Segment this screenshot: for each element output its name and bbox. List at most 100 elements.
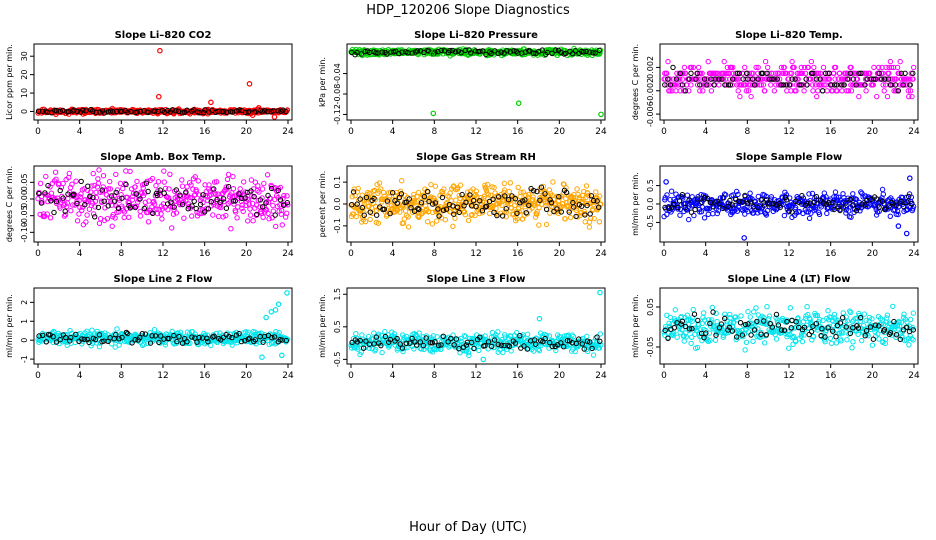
data-point-black bbox=[774, 76, 780, 82]
data-point bbox=[397, 188, 404, 194]
data-point bbox=[880, 191, 886, 197]
data-point-black bbox=[200, 192, 206, 198]
data-point-black bbox=[539, 47, 545, 53]
data-point bbox=[805, 64, 811, 71]
data-point-black bbox=[463, 342, 470, 348]
data-point-black bbox=[119, 195, 125, 201]
data-point bbox=[245, 329, 251, 335]
data-point bbox=[832, 189, 839, 195]
data-point-black bbox=[417, 339, 423, 345]
y-tick-label: -0.1 bbox=[333, 218, 342, 234]
data-point bbox=[839, 88, 845, 94]
outlier-point bbox=[275, 301, 282, 308]
data-point bbox=[859, 82, 865, 88]
data-point-black bbox=[185, 206, 191, 212]
data-point bbox=[821, 82, 827, 88]
data-point-black bbox=[363, 338, 369, 344]
data-point bbox=[384, 212, 390, 218]
data-point bbox=[585, 348, 591, 355]
data-point-black bbox=[881, 206, 888, 212]
data-point-black bbox=[423, 335, 429, 341]
y-axis-label: ml/min per min. bbox=[631, 172, 640, 236]
data-point bbox=[682, 70, 689, 77]
data-point-black bbox=[828, 82, 834, 88]
data-point bbox=[745, 88, 752, 94]
data-point-black bbox=[876, 70, 882, 77]
data-point-black bbox=[440, 333, 446, 339]
data-point bbox=[502, 332, 508, 338]
data-point bbox=[502, 334, 509, 340]
data-point-black bbox=[831, 82, 838, 88]
data-point bbox=[793, 88, 799, 94]
data-point-black bbox=[748, 199, 754, 205]
data-point-black bbox=[777, 204, 783, 211]
data-point bbox=[536, 348, 543, 354]
data-point bbox=[768, 82, 774, 88]
data-point-black bbox=[870, 76, 877, 82]
data-point-black bbox=[471, 345, 477, 352]
data-point bbox=[585, 190, 591, 196]
data-point bbox=[411, 346, 417, 352]
data-point bbox=[763, 193, 769, 200]
data-point-black bbox=[174, 338, 180, 345]
data-point-black bbox=[141, 108, 147, 114]
outlier-point bbox=[156, 93, 162, 100]
data-point-black bbox=[108, 193, 115, 199]
panel-title: Slope Line 4 (LT) Flow bbox=[727, 274, 850, 285]
data-point bbox=[534, 211, 540, 217]
data-point-black bbox=[758, 197, 764, 203]
data-point bbox=[91, 182, 97, 189]
data-point bbox=[73, 178, 79, 184]
data-point-black bbox=[123, 329, 130, 336]
data-point-black bbox=[806, 331, 812, 338]
data-point-black bbox=[542, 191, 548, 197]
data-point-black bbox=[826, 70, 832, 77]
data-point-black bbox=[907, 82, 913, 88]
data-point bbox=[415, 189, 422, 196]
data-point bbox=[404, 212, 410, 219]
data-point-black bbox=[898, 70, 904, 77]
data-point bbox=[423, 333, 429, 339]
data-point bbox=[109, 223, 115, 229]
x-tick-label: 24 bbox=[908, 127, 920, 137]
data-point bbox=[249, 193, 255, 199]
data-point bbox=[89, 327, 95, 333]
data-point-black bbox=[679, 192, 686, 198]
data-point bbox=[233, 329, 240, 336]
data-point bbox=[151, 201, 158, 207]
data-point bbox=[469, 211, 475, 218]
data-point-black bbox=[381, 206, 387, 212]
data-point-black bbox=[73, 331, 79, 338]
data-point bbox=[762, 340, 768, 346]
data-point bbox=[861, 311, 868, 317]
data-point bbox=[735, 191, 741, 198]
data-point-black bbox=[587, 211, 593, 217]
data-point bbox=[187, 340, 193, 346]
data-point bbox=[911, 64, 917, 71]
data-point-black bbox=[469, 339, 475, 346]
data-point-black bbox=[158, 333, 164, 339]
data-point-black bbox=[682, 88, 689, 94]
data-point bbox=[851, 196, 857, 202]
data-point-black bbox=[727, 197, 733, 204]
data-point-black bbox=[268, 185, 275, 192]
outlier-point bbox=[663, 179, 669, 185]
data-point-black bbox=[847, 196, 853, 203]
data-point-black bbox=[202, 209, 208, 215]
data-points bbox=[35, 290, 291, 361]
x-tick-label: 8 bbox=[744, 249, 750, 259]
data-point-black bbox=[208, 199, 214, 205]
data-point bbox=[420, 334, 426, 340]
data-point bbox=[165, 207, 171, 213]
data-point-black bbox=[834, 82, 840, 88]
data-point-black bbox=[773, 202, 780, 208]
data-point bbox=[213, 179, 220, 185]
data-point-black bbox=[394, 335, 400, 342]
data-point bbox=[662, 197, 668, 203]
data-point bbox=[799, 338, 806, 345]
x-tick-label: 24 bbox=[908, 371, 920, 381]
x-tick-label: 16 bbox=[512, 371, 524, 381]
data-point-black bbox=[783, 197, 790, 203]
data-point-black bbox=[449, 47, 456, 54]
